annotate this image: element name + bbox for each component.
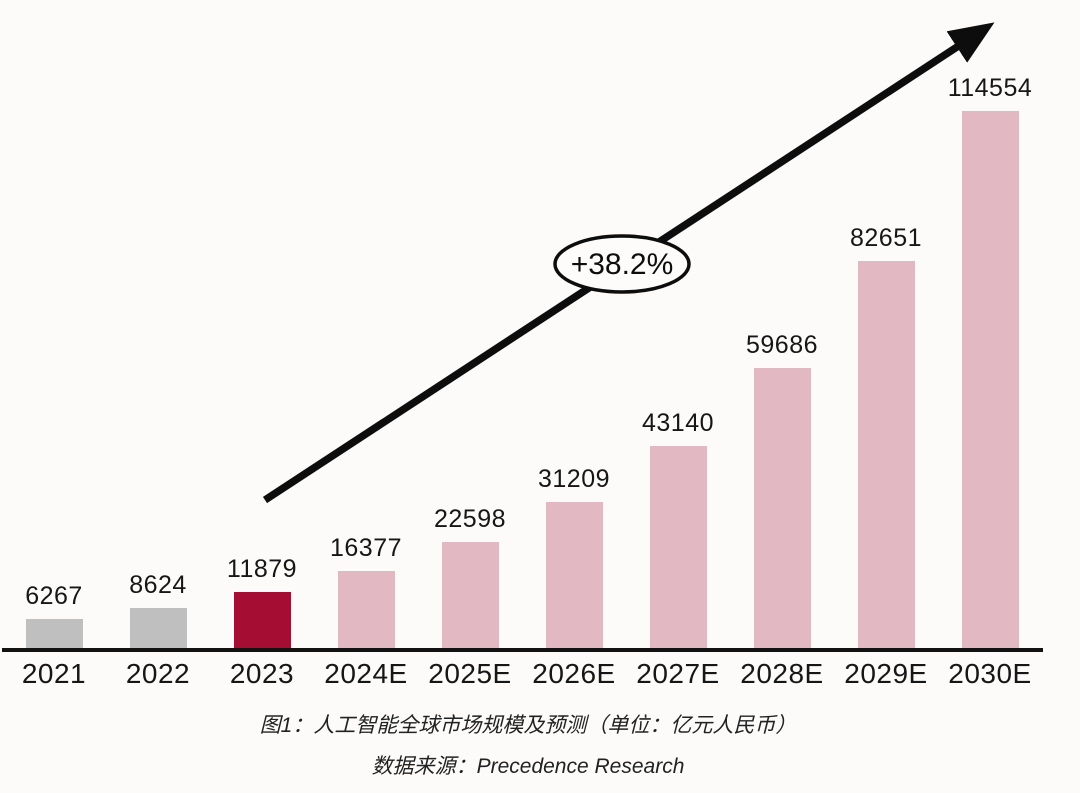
bar-column-2021: 6267: [2, 582, 106, 648]
x-tick-2021: 2021: [21, 658, 87, 689]
x-tick-2024E: 2024E: [324, 658, 408, 689]
bar-2030E: [961, 111, 1019, 648]
x-tick-2022: 2022: [125, 658, 191, 689]
bar-2028E: [753, 368, 811, 648]
x-tick-2026E: 2026E: [532, 658, 616, 689]
bar-2021: [25, 619, 83, 648]
bar-value-label-2021: 6267: [25, 582, 83, 610]
bar-value-label-2024E: 16377: [329, 534, 403, 562]
bar-value-label-2029E: 82651: [849, 224, 923, 252]
x-axis-line: [2, 648, 1043, 652]
bar-column-2024E: 16377: [314, 534, 418, 648]
bar-column-2027E: 43140: [626, 409, 730, 648]
caption-title: 图1：人工智能全球市场规模及预测（单位：亿元人民币）: [259, 714, 797, 737]
bar-2027E: [649, 446, 707, 648]
bar-2022: [129, 608, 187, 648]
bar-value-label-2027E: 43140: [641, 409, 715, 437]
bar-2024E: [337, 571, 395, 648]
bar-2023: [233, 592, 291, 648]
bar-value-label-2023: 11879: [226, 555, 298, 583]
chart-caption: 图1：人工智能全球市场规模及预测（单位：亿元人民币） 数据来源：Preceden…: [0, 712, 1056, 781]
bar-column-2030E: 114554: [938, 74, 1042, 648]
bar-column-2023: 11879: [210, 555, 314, 648]
bar-column-2025E: 22598: [418, 505, 522, 648]
bar-column-2026E: 31209: [522, 465, 626, 648]
x-tick-2029E: 2029E: [844, 658, 928, 689]
x-tick-2023: 2023: [229, 658, 295, 689]
x-axis-labels: 2021 2022 2023 2024E 2025E 2026E 2027E 2028E 202…: [2, 658, 1043, 690]
bar-value-label-2030E: 114554: [947, 74, 1033, 102]
x-tick-2027E: 2027E: [636, 658, 720, 689]
bar-value-label-2022: 8624: [129, 571, 187, 599]
bar-value-label-2025E: 22598: [433, 505, 507, 533]
bar-value-label-2028E: 59686: [745, 331, 819, 359]
bar-column-2029E: 82651: [834, 224, 938, 648]
plot-area: 6267 8624 11879 16377 22598 31209 43140 59686 82…: [2, 0, 1043, 648]
x-tick-2028E: 2028E: [740, 658, 824, 689]
x-tick-2025E: 2025E: [428, 658, 512, 689]
bar-value-label-2026E: 31209: [537, 465, 611, 493]
bar-column-2022: 8624: [106, 571, 210, 648]
bar-column-2028E: 59686: [730, 331, 834, 648]
x-tick-2030E: 2030E: [948, 658, 1032, 689]
bar-2029E: [857, 261, 915, 648]
bar-2026E: [545, 502, 603, 648]
caption-source: 数据来源：Precedence Research: [371, 755, 685, 778]
bar-2025E: [441, 542, 499, 648]
